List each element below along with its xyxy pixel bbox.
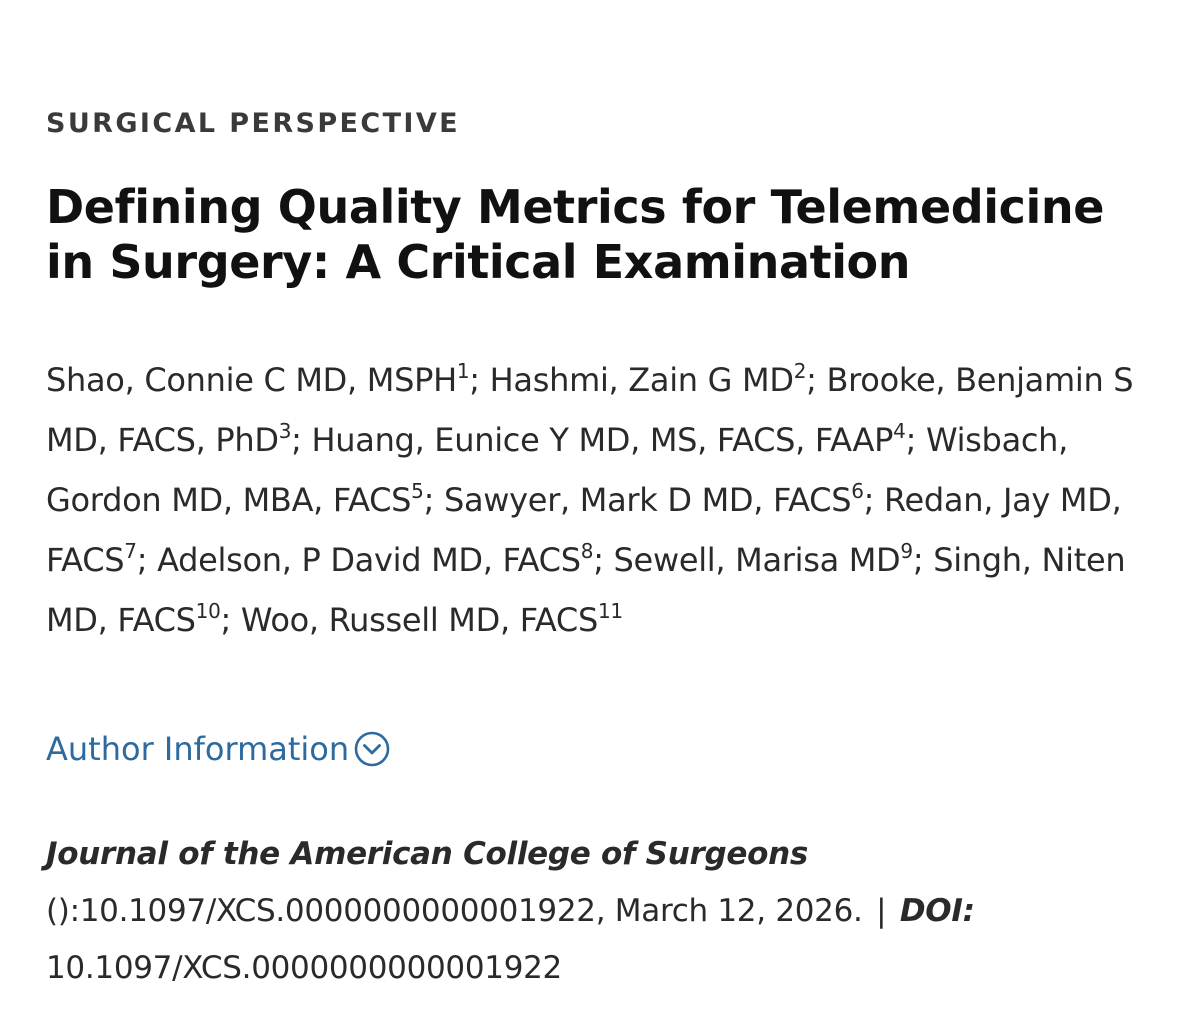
author-list: Shao, Connie C MD, MSPH1; Hashmi, Zain G… xyxy=(46,359,1134,639)
author-affiliation-number: 2 xyxy=(793,359,807,383)
author-name: Redan, Jay MD, FACS xyxy=(46,481,1122,579)
doi-label: DOI: xyxy=(899,893,975,929)
citation-separator: | xyxy=(876,893,887,929)
author-information-label[interactable]: Author Information xyxy=(46,730,350,768)
author-affiliation-number: 1 xyxy=(456,359,470,383)
author-name: Sewell, Marisa MD xyxy=(613,541,901,579)
author-affiliation-number: 6 xyxy=(851,479,864,503)
citation-reference: ():10.1097/XCS.0000000000001922, March 1… xyxy=(46,893,863,929)
author-name: Shao, Connie C MD, MSPH xyxy=(46,361,457,399)
author-name: Singh, Niten MD, FACS xyxy=(46,541,1126,639)
author-name: Adelson, P David MD, FACS xyxy=(157,541,581,579)
author-name: Huang, Eunice Y MD, MS, FACS, FAAP xyxy=(311,421,894,459)
article-title: Defining Quality Metrics for Telemedicin… xyxy=(46,180,1105,290)
citation: Journal of the American College of Surge… xyxy=(46,826,1166,997)
author-affiliation-number: 10 xyxy=(195,599,221,623)
chevron-down-circle-icon[interactable] xyxy=(353,730,391,768)
author-name: Hashmi, Zain G MD xyxy=(489,361,794,399)
author-affiliation-number: 7 xyxy=(124,539,137,563)
author-information-toggle[interactable]: Author Information xyxy=(46,730,391,768)
author-name: Woo, Russell MD, FACS xyxy=(240,601,598,639)
doi-value: 10.1097/XCS.0000000000001922 xyxy=(46,950,562,986)
author-affiliation-number: 5 xyxy=(411,479,424,503)
author-name: Brooke, Benjamin S MD, FACS, PhD xyxy=(46,361,1134,459)
author-affiliation-number: 11 xyxy=(597,599,623,623)
author-name: Wisbach, Gordon MD, MBA, FACS xyxy=(46,421,1069,519)
author-affiliation-number: 8 xyxy=(580,539,594,563)
author-name: Sawyer, Mark D MD, FACS xyxy=(443,481,852,519)
author-affiliation-number: 3 xyxy=(278,419,292,443)
article-type-label: SURGICAL PERSPECTIVE xyxy=(46,108,461,139)
journal-name: Journal of the American College of Surge… xyxy=(46,836,808,872)
author-affiliation-number: 4 xyxy=(893,419,906,443)
author-affiliation-number: 9 xyxy=(900,539,913,563)
